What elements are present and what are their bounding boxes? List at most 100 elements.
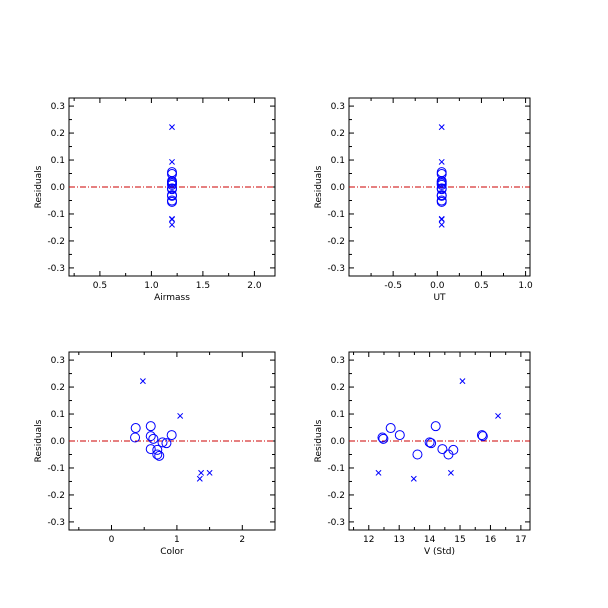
x-tick-label: 13 (393, 535, 404, 545)
data-point-x (447, 469, 454, 476)
data-point-x (169, 124, 175, 131)
data-point-circle (167, 184, 177, 195)
y-tick-label: 0.2 (51, 129, 65, 139)
y-tick-label: -0.1 (47, 210, 65, 220)
data-point-x (177, 412, 184, 419)
data-point-circle (385, 423, 396, 434)
x-tick-label: 1.5 (196, 281, 210, 291)
y-tick-label: 0.2 (331, 129, 345, 139)
data-point-x (169, 158, 175, 165)
y-tick-label: -0.3 (327, 518, 345, 528)
x-tick-label: 2.0 (247, 281, 262, 291)
data-point-x (459, 378, 466, 385)
data-point-circle (436, 167, 447, 178)
x-tick-label: 1 (174, 535, 180, 545)
data-point-x (495, 412, 502, 419)
data-point-x (438, 221, 445, 228)
y-tick-label: 0.0 (331, 183, 346, 193)
x-tick-label: 17 (515, 535, 526, 545)
y-axis-label: Residuals (314, 165, 324, 208)
data-point-circle (145, 431, 156, 442)
y-tick-label: 0.1 (51, 410, 65, 420)
y-axis-label: Residuals (34, 419, 44, 462)
data-point-circle (477, 431, 488, 442)
x-axis-label: UT (433, 293, 446, 303)
data-point-circle (394, 430, 405, 441)
y-tick-label: -0.3 (327, 264, 345, 274)
x-tick-label: 2 (239, 535, 245, 545)
x-tick-label: 0.0 (430, 281, 445, 291)
data-point-x (196, 475, 203, 482)
data-point-x (198, 469, 205, 476)
data-point-x (410, 475, 417, 482)
data-point-circle (145, 421, 156, 432)
data-point-circle (430, 421, 441, 432)
x-axis-label: V (Std) (424, 547, 455, 557)
data-point-circle (436, 196, 447, 207)
data-point-circle (157, 437, 168, 448)
data-point-circle (166, 430, 177, 441)
data-point-circle (154, 450, 165, 461)
y-tick-label: -0.1 (47, 464, 65, 474)
data-point-circle (437, 444, 448, 455)
x-tick-label: 1.0 (518, 281, 533, 291)
data-point-x (438, 124, 445, 131)
x-axis-label: Airmass (154, 293, 190, 303)
data-point-circle (476, 430, 487, 441)
data-point-circle (167, 167, 177, 178)
y-tick-label: 0.1 (331, 410, 345, 420)
data-point-circle (448, 444, 459, 455)
data-point-circle (130, 432, 141, 443)
y-tick-label: 0.2 (331, 383, 345, 393)
x-tick-label: 0 (109, 535, 115, 545)
data-point-x (206, 469, 213, 476)
data-point-circle (424, 437, 435, 448)
y-tick-label: 0.0 (51, 183, 66, 193)
x-tick-label: 15 (454, 535, 465, 545)
y-tick-label: -0.2 (327, 237, 345, 247)
data-point-x (169, 216, 175, 223)
x-tick-label: -0.5 (384, 281, 402, 291)
y-tick-label: 0.3 (331, 356, 345, 366)
y-tick-label: -0.2 (47, 491, 65, 501)
y-tick-label: -0.3 (47, 264, 65, 274)
data-point-circle (145, 444, 156, 455)
data-point-circle (426, 438, 437, 449)
data-point-circle (130, 423, 141, 434)
x-tick-label: 12 (363, 535, 374, 545)
x-axis-label: Color (160, 547, 184, 557)
y-tick-label: 0.1 (331, 156, 345, 166)
y-tick-label: 0.3 (51, 102, 65, 112)
x-tick-label: 14 (424, 535, 436, 545)
x-tick-label: 16 (485, 535, 497, 545)
data-point-x (169, 221, 175, 228)
data-point-circle (167, 179, 177, 190)
data-point-x (139, 378, 146, 385)
y-tick-label: -0.1 (327, 464, 345, 474)
data-point-circle (378, 433, 389, 444)
data-point-circle (161, 438, 172, 449)
y-tick-label: 0.2 (51, 383, 65, 393)
data-point-circle (167, 196, 177, 207)
x-tick-label: 0.5 (474, 281, 488, 291)
data-point-circle (436, 190, 447, 201)
data-point-circle (412, 449, 423, 460)
y-axis-label: Residuals (34, 165, 44, 208)
data-point-x (375, 469, 382, 476)
data-point-circle (436, 184, 447, 195)
chart-panel-ut: -0.3 -0.2 -0.1 0.0 0.1 0.2 0.3 -0.5 0.0 0.5 1.0 UT R… (314, 97, 533, 303)
data-point-x (438, 216, 445, 223)
data-point-circle (377, 432, 388, 443)
data-point-circle (152, 449, 163, 460)
data-point-circle (148, 433, 159, 444)
x-tick-label: 1.0 (144, 281, 159, 291)
x-tick-label: 0.5 (93, 281, 107, 291)
data-point-circle (436, 179, 447, 190)
chart-panel-airmass: -0.3 -0.2 -0.1 0.0 0.1 0.2 0.3 0.5 1.0 1.5 2.0 Airm… (34, 97, 276, 303)
y-tick-label: -0.1 (327, 210, 345, 220)
data-point-circle (152, 444, 163, 455)
y-tick-label: -0.3 (47, 518, 65, 528)
y-tick-label: 0.3 (331, 102, 345, 112)
chart-panel-vstd: -0.3 -0.2 -0.1 0.0 0.1 0.2 0.3 12 13 14 15 16 17 V (S… (314, 351, 531, 557)
